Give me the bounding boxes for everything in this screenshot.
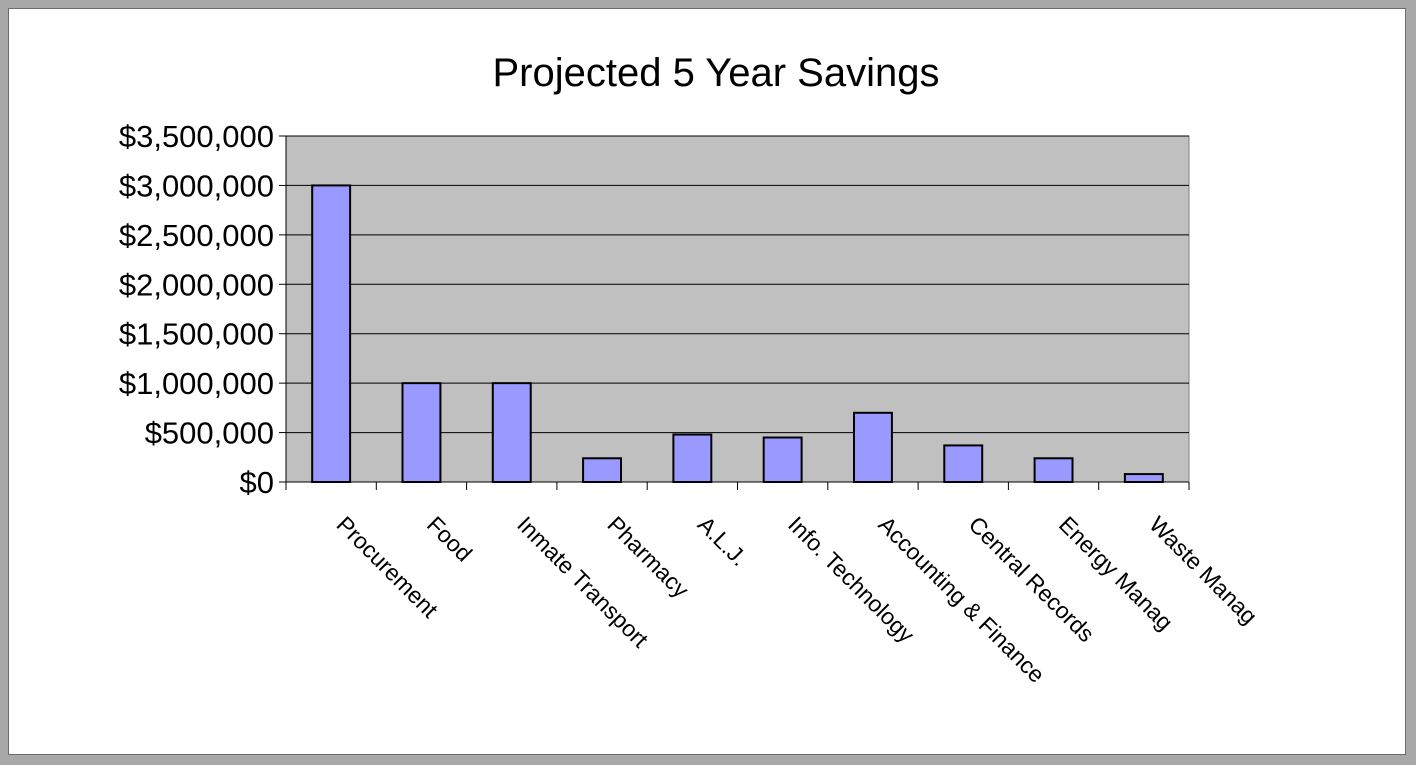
y-tick-labels: $0 $500,000 $1,000,000 $1,500,000 $2,000,000… [119, 119, 274, 500]
bar-pharmacy [582, 457, 623, 484]
axes [279, 135, 1190, 490]
bar-inmate-transport [491, 382, 532, 483]
bar-procurement [311, 184, 352, 484]
bar-central-records [943, 444, 984, 483]
x-tick-label: Food [422, 511, 477, 566]
x-tick-label: Pharmacy [603, 511, 695, 603]
bar-info-technology [762, 436, 803, 483]
bar-accounting-finance [852, 411, 893, 483]
bar-energy-manag [1033, 457, 1074, 484]
bar-food [401, 382, 442, 483]
y-tick-label: $0 [240, 465, 274, 500]
y-tick-label: $3,500,000 [119, 119, 274, 154]
x-tick-label: Accounting & Finance [873, 511, 1050, 688]
bar-a-l-j [672, 433, 713, 484]
bars [311, 184, 1164, 484]
chart-title: Projected 5 Year Savings [493, 51, 940, 95]
bar-waste-manag [1123, 473, 1164, 484]
x-tick-label: A.L.J. [693, 511, 753, 571]
y-tick-label: $2,000,000 [119, 267, 274, 302]
y-tick-label: $1,500,000 [119, 317, 274, 352]
y-tick-label: $500,000 [145, 416, 274, 451]
y-tick-label: $3,000,000 [119, 168, 274, 203]
y-tick-label: $1,000,000 [119, 366, 274, 401]
y-tick-label: $2,500,000 [119, 218, 274, 253]
